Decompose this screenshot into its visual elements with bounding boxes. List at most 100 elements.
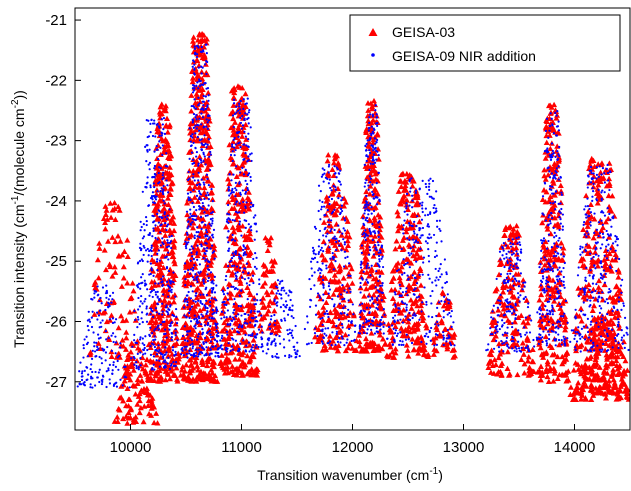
point-geisa-03 [328, 340, 335, 346]
point-geisa-03 [392, 323, 399, 329]
point-geisa-09 [195, 113, 198, 117]
point-geisa-09 [195, 253, 198, 256]
point-geisa-03 [365, 117, 372, 124]
point-geisa-09 [215, 334, 219, 337]
point-geisa-03 [243, 136, 250, 142]
point-geisa-03 [230, 115, 237, 122]
point-geisa-09 [98, 380, 101, 384]
point-geisa-09 [289, 298, 292, 302]
point-geisa-03 [326, 267, 333, 274]
point-geisa-09 [97, 293, 100, 296]
point-geisa-03 [189, 67, 196, 74]
point-geisa-09 [148, 333, 151, 336]
point-geisa-09 [106, 345, 109, 349]
point-geisa-03 [504, 365, 511, 372]
point-geisa-09 [226, 309, 230, 312]
point-geisa-03 [226, 141, 233, 148]
point-geisa-03 [362, 258, 369, 265]
point-geisa-03 [545, 378, 552, 384]
point-geisa-09 [321, 262, 324, 265]
point-geisa-09 [245, 102, 248, 105]
point-geisa-03 [225, 281, 232, 287]
point-geisa-09 [242, 254, 245, 257]
point-geisa-09 [222, 290, 225, 293]
point-geisa-09 [205, 146, 208, 149]
point-geisa-09 [164, 256, 167, 259]
point-geisa-09 [253, 335, 256, 338]
point-geisa-09 [149, 131, 152, 134]
point-geisa-09 [150, 309, 153, 312]
point-geisa-09 [275, 334, 278, 337]
point-geisa-09 [212, 250, 216, 253]
point-geisa-09 [261, 350, 265, 353]
point-geisa-03 [417, 282, 424, 288]
point-geisa-03 [262, 234, 269, 241]
point-geisa-03 [230, 94, 237, 100]
point-geisa-03 [159, 137, 166, 144]
point-geisa-03 [370, 117, 377, 123]
point-geisa-09 [209, 347, 212, 350]
point-geisa-09 [107, 367, 110, 370]
point-geisa-03 [365, 107, 372, 113]
point-geisa-03 [169, 248, 176, 255]
point-geisa-03 [542, 350, 549, 357]
point-geisa-09 [204, 43, 207, 46]
point-geisa-03 [409, 336, 416, 342]
point-geisa-03 [268, 282, 275, 289]
point-geisa-03 [166, 164, 173, 170]
point-geisa-03 [562, 323, 569, 330]
point-geisa-09 [247, 116, 250, 120]
point-geisa-09 [276, 301, 279, 304]
point-geisa-03 [229, 363, 236, 369]
point-geisa-09 [108, 318, 112, 321]
point-geisa-03 [153, 165, 160, 171]
point-geisa-09 [209, 340, 213, 343]
point-geisa-09 [202, 342, 205, 345]
point-geisa-03 [319, 279, 326, 285]
point-geisa-09 [196, 226, 199, 229]
point-geisa-09 [135, 361, 138, 364]
point-geisa-09 [260, 343, 264, 346]
point-geisa-03 [187, 179, 194, 185]
point-geisa-03 [341, 314, 348, 320]
point-geisa-03 [345, 242, 352, 248]
point-geisa-09 [322, 250, 325, 253]
point-geisa-03 [157, 297, 164, 303]
point-geisa-09 [275, 292, 278, 295]
point-geisa-09 [196, 258, 199, 261]
point-geisa-03 [410, 246, 417, 253]
point-geisa-09 [229, 322, 232, 325]
point-geisa-03 [503, 283, 510, 289]
point-geisa-09 [244, 112, 247, 115]
point-geisa-09 [188, 349, 191, 352]
point-geisa-09 [330, 344, 333, 347]
point-geisa-09 [115, 385, 119, 388]
point-geisa-03 [246, 359, 253, 365]
point-geisa-03 [169, 231, 176, 237]
point-geisa-09 [197, 171, 200, 174]
point-geisa-09 [139, 248, 143, 252]
point-geisa-09 [230, 256, 234, 260]
point-geisa-03 [367, 177, 374, 184]
point-geisa-03 [165, 352, 172, 359]
point-geisa-09 [202, 100, 205, 103]
point-geisa-09 [197, 335, 200, 338]
point-geisa-09 [226, 323, 229, 326]
point-geisa-03 [403, 256, 410, 262]
point-geisa-03 [368, 267, 375, 273]
point-geisa-03 [394, 227, 401, 234]
point-geisa-09 [207, 99, 210, 102]
point-geisa-09 [140, 311, 144, 314]
point-geisa-03 [205, 178, 212, 184]
point-geisa-03 [366, 273, 373, 279]
point-geisa-09 [111, 317, 115, 320]
point-geisa-03 [157, 365, 164, 371]
point-geisa-03 [209, 196, 216, 202]
point-geisa-09 [232, 311, 235, 314]
point-geisa-03 [488, 351, 495, 358]
point-geisa-09 [205, 249, 208, 253]
point-geisa-03 [537, 372, 544, 378]
point-geisa-03 [193, 378, 200, 384]
point-geisa-03 [495, 354, 502, 361]
point-geisa-09 [310, 341, 313, 345]
